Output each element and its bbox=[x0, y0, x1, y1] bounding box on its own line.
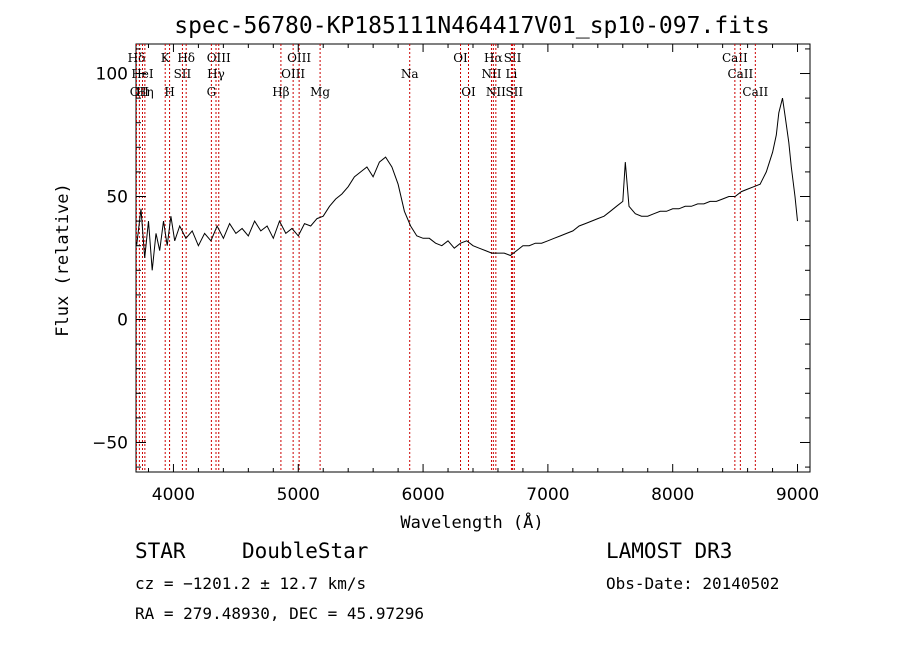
obs-date-line: Obs-Date: 20140502 bbox=[606, 574, 779, 593]
spectral-line-label: OIII bbox=[287, 51, 311, 65]
spectral-line-label: K bbox=[161, 51, 171, 65]
spectral-line-label: SII bbox=[504, 51, 522, 65]
plot-frame bbox=[135, 43, 811, 473]
x-tick-label: 4000 bbox=[152, 485, 195, 505]
spectral-line-label: Mg bbox=[310, 85, 330, 99]
spectral-line-label: Hη bbox=[136, 85, 154, 99]
spectral-line-label: OI bbox=[453, 51, 468, 65]
spectral-line-label: H bbox=[164, 85, 174, 99]
ra-dec-line: RA = 279.48930, DEC = 45.97296 bbox=[135, 604, 424, 623]
spectral-line-label: G bbox=[207, 85, 217, 99]
class-label: STAR bbox=[135, 539, 186, 563]
x-tick-label: 5000 bbox=[277, 485, 320, 505]
spectral-line-label: OIII bbox=[281, 67, 305, 81]
y-axis-label: Flux (relative) bbox=[53, 183, 73, 337]
spectral-line-label: NII bbox=[481, 67, 501, 81]
y-tick-label: 0 bbox=[117, 310, 128, 330]
chart-title: spec-56780-KP185111N464417V01_sp10-097.f… bbox=[174, 13, 769, 39]
x-tick-label: 7000 bbox=[526, 485, 569, 505]
spectral-line-label: CaII bbox=[727, 67, 753, 81]
y-tick-label: 50 bbox=[106, 188, 128, 208]
spectral-line-label: SII bbox=[505, 85, 523, 99]
flux-series-line bbox=[136, 97, 798, 271]
spectral-line-label: Hβ bbox=[272, 85, 289, 99]
survey-label: LAMOST DR3 bbox=[606, 539, 732, 563]
spectral-line-label: OIII bbox=[207, 51, 231, 65]
x-tick-label: 6000 bbox=[401, 485, 444, 505]
spectral-line-label: Li bbox=[506, 67, 518, 81]
x-tick-label: 8000 bbox=[651, 485, 694, 505]
x-tick-label: 9000 bbox=[776, 485, 819, 505]
spectral-line-label: Hα bbox=[484, 51, 503, 65]
y-tick-label: 100 bbox=[96, 65, 128, 85]
x-axis-label: Wavelength (Å) bbox=[400, 511, 543, 533]
spectral-line-label: Hδ bbox=[177, 51, 195, 65]
axis-ticks: 4000 5000 6000 7000 8000 9000 −50 0 50 100 bbox=[92, 44, 819, 505]
spectral-line-label: Hδ bbox=[128, 51, 146, 65]
y-tick-label: −50 bbox=[92, 433, 128, 453]
spectral-line-label: SII bbox=[174, 67, 192, 81]
spectral-line-label: OI bbox=[461, 85, 476, 99]
spectral-line-label: NII bbox=[486, 85, 506, 99]
spectral-line-label: Hγ bbox=[207, 67, 225, 81]
subclass-label: DoubleStar bbox=[242, 539, 368, 563]
spectral-line-label: CaII bbox=[742, 85, 768, 99]
spectral-line-label: CaII bbox=[722, 51, 748, 65]
redshift-line: cz = −1201.2 ± 12.7 km/s bbox=[135, 574, 366, 593]
spectral-line-label: Na bbox=[401, 67, 419, 81]
